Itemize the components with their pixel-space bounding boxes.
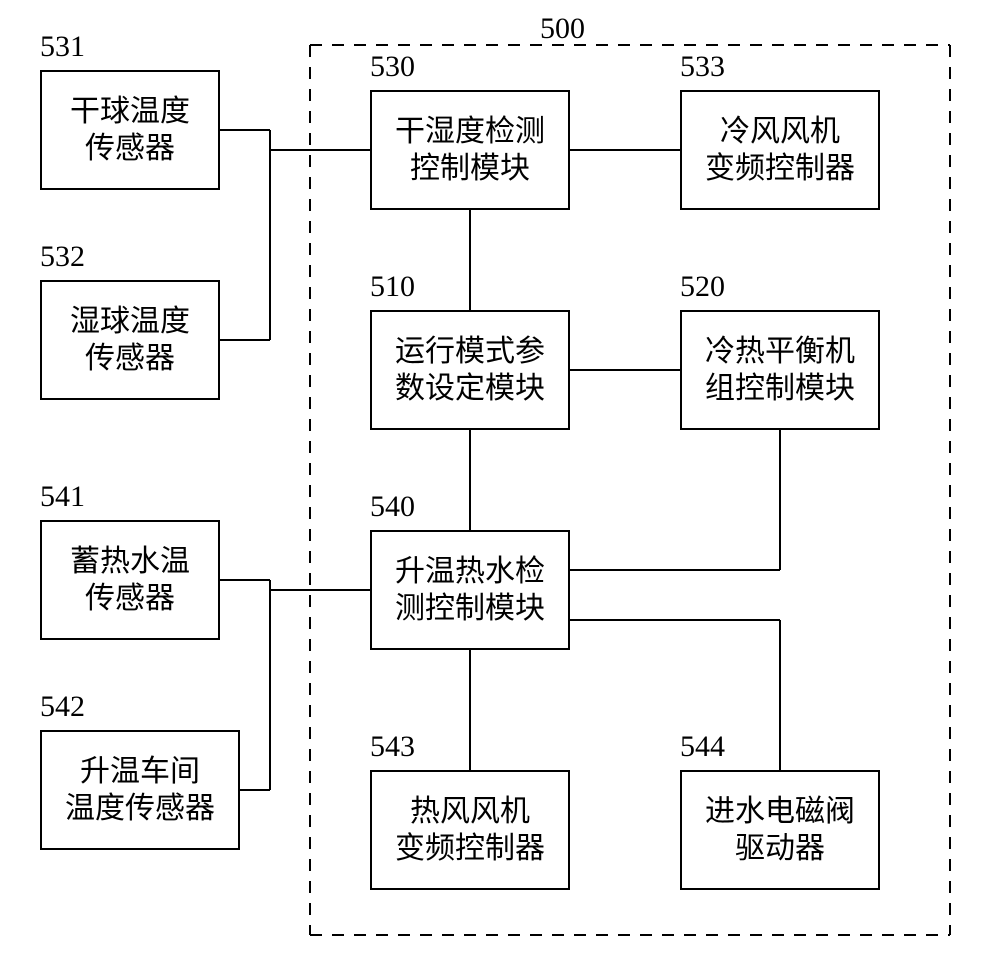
label-540: 540 — [370, 490, 415, 524]
box-531-line1: 干球温度 — [70, 95, 190, 128]
box-510: 运行模式参 数设定模块 — [370, 310, 570, 430]
box-541-line2: 传感器 — [85, 582, 175, 615]
box-520-line1: 冷热平衡机 — [705, 335, 855, 368]
box-530-line2: 控制模块 — [410, 152, 530, 185]
box-532-line2: 传感器 — [85, 342, 175, 375]
label-532: 532 — [40, 240, 85, 274]
box-543-line2: 变频控制器 — [395, 832, 545, 865]
diagram-canvas: 500 干球温度 传感器 531 湿球温度 传感器 532 蓄热水温 传感器 5… — [0, 0, 1000, 970]
label-543: 543 — [370, 730, 415, 764]
box-533: 冷风风机 变频控制器 — [680, 90, 880, 210]
box-543: 热风风机 变频控制器 — [370, 770, 570, 890]
box-544: 进水电磁阀 驱动器 — [680, 770, 880, 890]
box-544-line2: 驱动器 — [735, 832, 825, 865]
box-540-line1: 升温热水检 — [395, 555, 545, 588]
box-533-line1: 冷风风机 — [720, 115, 840, 148]
box-520: 冷热平衡机 组控制模块 — [680, 310, 880, 430]
box-510-line1: 运行模式参 — [395, 335, 545, 368]
box-532-line1: 湿球温度 — [70, 305, 190, 338]
label-530: 530 — [370, 50, 415, 84]
box-542-line1: 升温车间 — [80, 755, 200, 788]
box-531-line2: 传感器 — [85, 132, 175, 165]
box-540: 升温热水检 测控制模块 — [370, 530, 570, 650]
box-533-line2: 变频控制器 — [705, 152, 855, 185]
box-541: 蓄热水温 传感器 — [40, 520, 220, 640]
label-510: 510 — [370, 270, 415, 304]
box-543-line1: 热风风机 — [410, 795, 530, 828]
box-530: 干湿度检测 控制模块 — [370, 90, 570, 210]
label-542: 542 — [40, 690, 85, 724]
label-520: 520 — [680, 270, 725, 304]
label-531: 531 — [40, 30, 85, 64]
label-500: 500 — [540, 12, 585, 46]
box-531: 干球温度 传感器 — [40, 70, 220, 190]
box-510-line2: 数设定模块 — [395, 372, 545, 405]
box-532: 湿球温度 传感器 — [40, 280, 220, 400]
label-544: 544 — [680, 730, 725, 764]
box-520-line2: 组控制模块 — [705, 372, 855, 405]
box-540-line2: 测控制模块 — [395, 592, 545, 625]
box-530-line1: 干湿度检测 — [395, 115, 545, 148]
box-542: 升温车间 温度传感器 — [40, 730, 240, 850]
label-533: 533 — [680, 50, 725, 84]
box-541-line1: 蓄热水温 — [70, 545, 190, 578]
box-544-line1: 进水电磁阀 — [705, 795, 855, 828]
box-542-line2: 温度传感器 — [65, 792, 215, 825]
label-541: 541 — [40, 480, 85, 514]
